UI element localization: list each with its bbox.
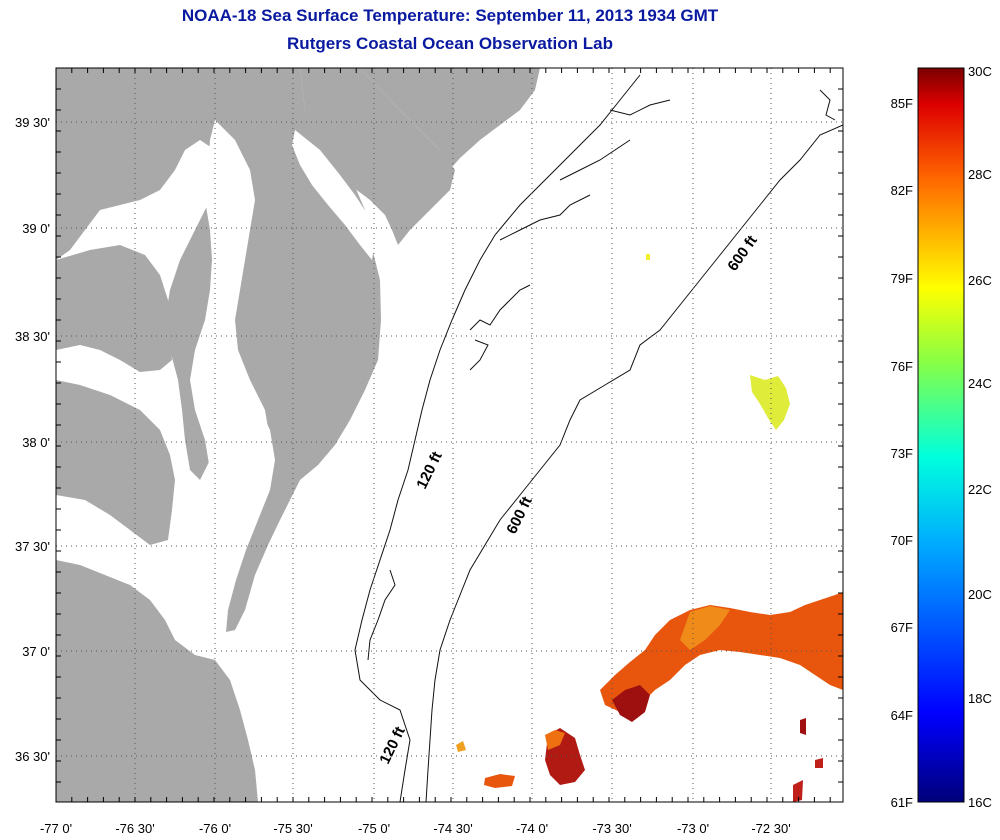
plot-frame [55, 67, 844, 803]
sst-small-patch-1 [484, 774, 515, 788]
colorbar-fahrenheit-label: 73F [891, 446, 913, 461]
latitude-label: 38 0' [22, 435, 50, 450]
sst-small-patch-4 [793, 780, 803, 802]
sst-warm-band [600, 592, 843, 712]
colorbar-labels: 30C 28C 26C 24C 22C 20C 18C 16C 85F 82F 79F 76F 73F 7… [891, 64, 992, 810]
colorbar-celsius-label: 26C [968, 273, 992, 288]
chesapeake-bay [190, 120, 270, 640]
latitude-label: 38 30' [15, 329, 50, 344]
bathymetry-contours [354, 74, 843, 802]
longitude-label: -76 0' [199, 821, 231, 836]
latitude-label: 37 0' [22, 644, 50, 659]
sst-yellow-patch [750, 375, 790, 430]
latitude-label: 39 0' [22, 221, 50, 236]
longitude-label: -73 30' [592, 821, 631, 836]
latitude-labels: 39 30' 39 0' 38 30' 38 0' 37 30' 37 0' 36 30' [15, 115, 50, 764]
longitude-label: -77 0' [40, 821, 72, 836]
latitude-label: 36 30' [15, 749, 50, 764]
colorbar-celsius-label: 28C [968, 167, 992, 182]
sst-orange-patch-south [545, 730, 565, 750]
longitude-label: -75 0' [358, 821, 390, 836]
colorbar-celsius-label: 22C [968, 482, 992, 497]
sst-small-patch-5 [815, 758, 823, 768]
latitude-label: 37 30' [15, 539, 50, 554]
sst-yellow-dot [646, 254, 650, 260]
land-new-jersey [360, 68, 540, 175]
colorbar-fahrenheit-label: 61F [891, 795, 913, 810]
land-delmarva [300, 68, 455, 245]
colorbar-celsius-label: 20C [968, 587, 992, 602]
longitude-label: -72 30' [751, 821, 790, 836]
map-subtitle: Rutgers Coastal Ocean Observation Lab [287, 34, 613, 53]
colorbar-fahrenheit-label: 85F [891, 96, 913, 111]
colorbar-fahrenheit-label: 76F [891, 359, 913, 374]
sst-small-patch-3 [800, 718, 806, 735]
sst-hot-core [612, 685, 650, 722]
colorbar-celsius-label: 18C [968, 691, 992, 706]
longitude-label: -74 30' [433, 821, 472, 836]
longitude-label: -73 0' [677, 821, 709, 836]
longitude-label: -76 30' [115, 821, 154, 836]
colorbar [917, 67, 965, 803]
colorbar-celsius-label: 30C [968, 64, 992, 79]
colorbar-fahrenheit-label: 67F [891, 620, 913, 635]
colorbar-celsius-label: 16C [968, 795, 992, 810]
sst-data [456, 254, 843, 802]
land-virginia-south [56, 245, 172, 372]
latitude-label: 39 30' [15, 115, 50, 130]
colorbar-fahrenheit-label: 79F [891, 271, 913, 286]
colorbar-fahrenheit-label: 70F [891, 533, 913, 548]
longitude-labels: -77 0' -76 30' -76 0' -75 30' -75 0' -74 30' -… [40, 821, 791, 836]
colorbar-celsius-label: 24C [968, 376, 992, 391]
longitude-label: -74 0' [516, 821, 548, 836]
map-title: NOAA-18 Sea Surface Temperature: Septemb… [181, 6, 719, 25]
colorbar-fahrenheit-label: 64F [891, 708, 913, 723]
longitude-label: -75 30' [273, 821, 312, 836]
frame-ticks [55, 67, 843, 802]
colorbar-fahrenheit-label: 82F [891, 183, 913, 198]
graticule [56, 68, 843, 802]
land-virginia-peninsula [56, 380, 175, 545]
land-virginia-lower [56, 560, 258, 802]
sst-small-patch-2 [456, 741, 466, 752]
delaware-bay [292, 130, 375, 260]
